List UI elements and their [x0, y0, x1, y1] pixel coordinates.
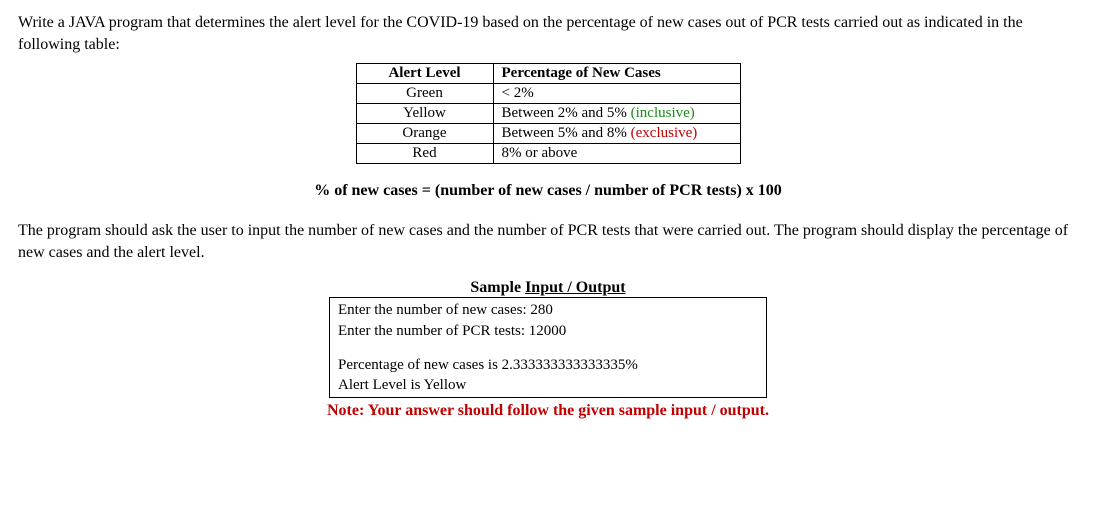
pct-text: Between 2% and 5% — [502, 105, 631, 121]
alert-level-table: Alert Level Percentage of New Cases Gree… — [356, 63, 741, 164]
cell-level: Red — [356, 144, 493, 164]
sample-gap — [338, 341, 758, 355]
cell-level: Yellow — [356, 104, 493, 124]
cell-level: Orange — [356, 124, 493, 144]
table-header-pct: Percentage of New Cases — [493, 64, 740, 84]
table-row: Yellow Between 2% and 5% (inclusive) — [356, 104, 740, 124]
description-paragraph: The program should ask the user to input… — [18, 220, 1078, 263]
cell-level: Green — [356, 84, 493, 104]
pct-text: < 2% — [502, 85, 534, 101]
sample-line: Alert Level is Yellow — [338, 375, 758, 395]
sample-line: Enter the number of PCR tests: 12000 — [338, 321, 758, 341]
pct-paren: (inclusive) — [631, 105, 695, 121]
sample-heading-underlined: Input / Output — [525, 279, 626, 296]
cell-pct: Between 5% and 8% (exclusive) — [493, 124, 740, 144]
cell-pct: 8% or above — [493, 144, 740, 164]
table-row: Red 8% or above — [356, 144, 740, 164]
table-row: Orange Between 5% and 8% (exclusive) — [356, 124, 740, 144]
table-header-level: Alert Level — [356, 64, 493, 84]
note-line: Note: Your answer should follow the give… — [18, 402, 1078, 420]
sample-line: Enter the number of new cases: 280 — [338, 300, 758, 320]
sample-line: Percentage of new cases is 2.33333333333… — [338, 355, 758, 375]
sample-io-box: Enter the number of new cases: 280 Enter… — [329, 297, 767, 398]
pct-text: 8% or above — [502, 145, 578, 161]
table-row: Green < 2% — [356, 84, 740, 104]
cell-pct: < 2% — [493, 84, 740, 104]
pct-text: Between 5% and 8% — [502, 125, 631, 141]
cell-pct: Between 2% and 5% (inclusive) — [493, 104, 740, 124]
sample-heading-plain: Sample — [470, 279, 525, 296]
formula-line: % of new cases = (number of new cases / … — [18, 182, 1078, 200]
sample-heading: Sample Input / Output — [18, 279, 1078, 297]
pct-paren: (exclusive) — [631, 125, 698, 141]
intro-paragraph: Write a JAVA program that determines the… — [18, 12, 1078, 55]
